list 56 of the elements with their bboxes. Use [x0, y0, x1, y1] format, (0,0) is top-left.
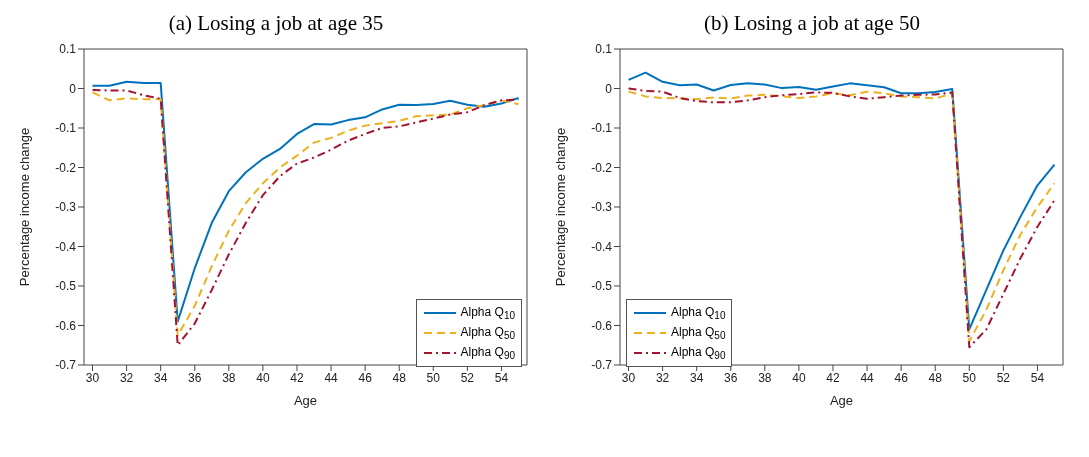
y-tick-label: -0.1	[591, 121, 613, 136]
x-tick-label: 52	[460, 370, 475, 385]
y-tick-label: -0.3	[591, 200, 613, 215]
y-tick-label: 0	[605, 81, 613, 96]
chart-title: (a) Losing a job at age 35	[167, 10, 385, 37]
x-tick-label: 40	[792, 370, 806, 385]
y-axis-title: Percentage income change	[552, 127, 568, 287]
y-tick-label: -0.2	[55, 160, 77, 175]
y-tick-label: 0.1	[595, 42, 613, 57]
legend-label: Alpha Q$_{50}$	[671, 324, 726, 342]
x-axis-title: Age	[829, 393, 854, 408]
legend-label: Alpha Q$_{90}$	[671, 344, 726, 362]
x-tick-label: 34	[689, 370, 704, 385]
chart-title: (b) Losing a job at age 50	[703, 10, 921, 37]
x-tick-label: 52	[996, 370, 1011, 385]
x-tick-label: 32	[655, 370, 670, 385]
x-tick-label: 30	[621, 370, 636, 385]
y-axis-title: Percentage income change	[16, 127, 32, 287]
x-tick-label: 46	[894, 370, 909, 385]
x-tick-label: 38	[758, 370, 772, 385]
x-tick-label: 54	[1030, 370, 1045, 385]
x-tick-label: 54	[494, 370, 509, 385]
legend-label: Alpha Q$_{90}$	[460, 344, 515, 362]
x-tick-label: 30	[85, 370, 100, 385]
x-axis-title: Age	[293, 393, 318, 408]
x-tick-label: 50	[962, 370, 977, 385]
y-tick-label: 0	[69, 81, 77, 96]
y-tick-label: -0.7	[55, 358, 77, 373]
y-tick-label: -0.2	[591, 160, 613, 175]
x-tick-label: 38	[222, 370, 236, 385]
x-tick-label: 46	[358, 370, 373, 385]
x-tick-label: 42	[826, 370, 840, 385]
y-tick-label: 0.1	[59, 42, 77, 57]
y-tick-label: -0.4	[55, 239, 77, 254]
y-tick-label: -0.6	[55, 318, 77, 333]
y-tick-label: -0.5	[55, 279, 77, 294]
y-tick-label: -0.5	[591, 279, 613, 294]
y-tick-label: -0.6	[591, 318, 613, 333]
legend-label: Alpha Q$_{10}$	[671, 304, 726, 322]
y-tick-label: -0.1	[55, 121, 77, 136]
legend-label: Alpha Q$_{50}$	[460, 324, 515, 342]
x-tick-label: 44	[860, 370, 875, 385]
x-tick-label: 40	[256, 370, 270, 385]
x-tick-label: 50	[426, 370, 441, 385]
y-tick-label: -0.7	[591, 358, 613, 373]
x-tick-label: 32	[119, 370, 134, 385]
x-tick-label: 36	[724, 370, 738, 385]
x-tick-label: 48	[928, 370, 943, 385]
x-tick-label: 48	[392, 370, 407, 385]
y-tick-label: -0.3	[55, 200, 77, 215]
legend-label: Alpha Q$_{10}$	[460, 304, 515, 322]
x-tick-label: 36	[188, 370, 202, 385]
x-tick-label: 34	[153, 370, 168, 385]
x-tick-label: 44	[324, 370, 339, 385]
x-tick-label: 42	[290, 370, 304, 385]
y-tick-label: -0.4	[591, 239, 613, 254]
